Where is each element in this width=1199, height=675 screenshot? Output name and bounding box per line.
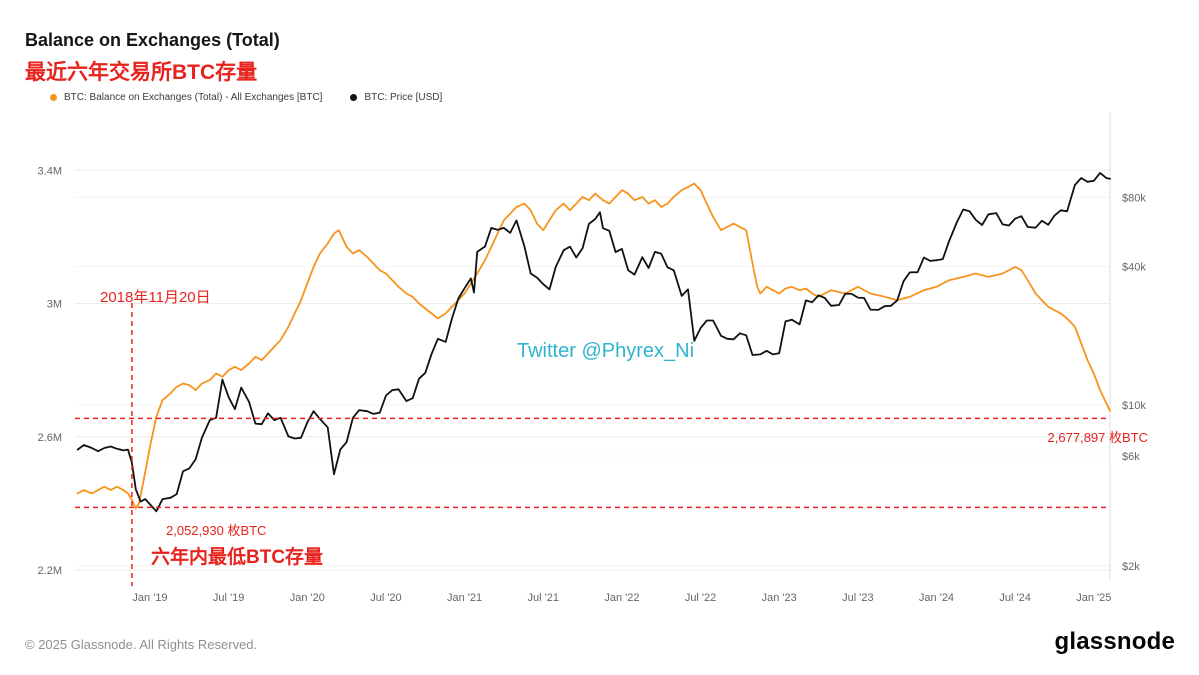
right-axis-tick: $10k [1122,400,1146,412]
x-axis-tick: Jul '24 [999,592,1030,604]
x-axis-tick: Jul '23 [842,592,873,604]
x-axis-tick: Jul '21 [528,592,559,604]
x-axis-tick: Jan '24 [919,592,954,604]
left-axis-tick: 2.6M [38,432,62,444]
annotation-min-balance: 2,052,930 枚BTC [166,523,267,538]
page-subtitle: 最近六年交易所BTC存量 [25,61,258,84]
left-axis-tick: 2.2M [38,565,62,577]
right-axis-tick: $40k [1122,262,1146,274]
series-line-balance[interactable] [76,182,1111,510]
left-axis-tick: 3.4M [38,165,62,177]
annotation-min-title: 六年内最低BTC存量 [151,547,324,568]
page-title: Balance on Exchanges (Total) [25,30,280,50]
legend-swatch-price-icon [350,94,358,101]
legend-label-balance: BTC: Balance on Exchanges (Total) - All … [64,92,323,103]
left-axis-tick: 3M [47,299,62,311]
x-axis-tick: Jan '20 [290,592,325,604]
legend-item-price[interactable]: BTC: Price [USD] [350,92,442,103]
right-axis-tick: $6k [1122,451,1140,463]
x-axis-tick: Jan '22 [604,592,639,604]
legend-swatch-balance-icon [50,94,57,101]
annotation-current-balance: 2,677,897 枚BTC [1047,430,1148,445]
x-axis-tick: Jan '23 [762,592,797,604]
legend-label-price: BTC: Price [USD] [364,92,443,103]
annotation-date: 2018年11月20日 [100,289,211,306]
watermark: Twitter @Phyrex_Ni [517,340,695,362]
glassnode-logo: glassnode [1054,628,1175,655]
legend-item-balance[interactable]: BTC: Balance on Exchanges (Total) - All … [50,92,322,103]
x-axis-tick: Jul '20 [370,592,401,604]
right-axis-tick: $2k [1122,561,1140,573]
x-axis-tick: Jan '19 [132,592,167,604]
x-axis-tick: Jul '19 [213,592,244,604]
footer-copyright: © 2025 Glassnode. All Rights Reserved. [25,637,258,652]
x-axis-tick: Jan '25 [1076,592,1111,604]
x-axis-tick: Jul '22 [685,592,716,604]
series-line-price[interactable] [76,171,1111,513]
right-axis-tick: $80k [1122,192,1146,204]
x-axis-tick: Jan '21 [447,592,482,604]
legend: BTC: Balance on Exchanges (Total) - All … [50,92,442,103]
